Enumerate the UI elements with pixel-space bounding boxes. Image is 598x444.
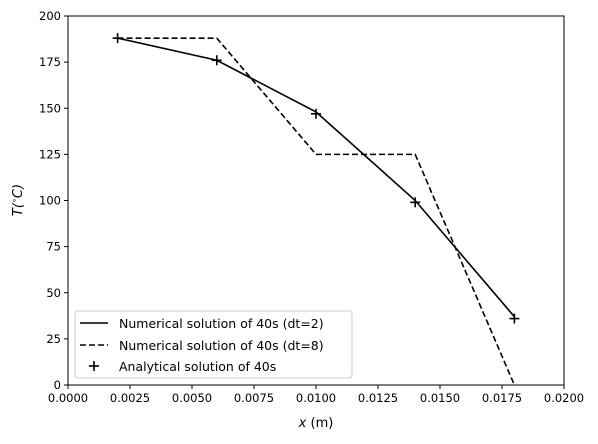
y-axis-label: T(∘C) xyxy=(10,184,26,216)
y-axis-label-sup: ∘ xyxy=(10,198,19,203)
y-tick-label: 175 xyxy=(39,55,61,69)
legend-box xyxy=(74,310,353,379)
y-tick-label: 125 xyxy=(39,147,61,161)
plot-frame xyxy=(67,15,565,386)
y-tick-label: 50 xyxy=(46,286,61,300)
legend-entry-dt8: Numerical solution of 40s (dt=8) xyxy=(80,338,324,353)
analytical-point-marker xyxy=(311,108,321,119)
analytical-point-marker xyxy=(112,33,123,44)
y-tick-label: 200 xyxy=(39,9,61,23)
analytical-point-marker xyxy=(211,55,222,66)
series-line-dt2 xyxy=(117,37,516,318)
x-tick-label: 0.0075 xyxy=(234,391,274,405)
legend-entry-analytical: Analytical solution of 40s xyxy=(89,359,276,374)
x-tick-label: 0.0050 xyxy=(172,391,212,405)
y-tick-label: 0 xyxy=(54,378,61,392)
markers-layer xyxy=(112,33,520,324)
x-tick-label: 0.0150 xyxy=(420,391,460,405)
y-tick-label: 75 xyxy=(46,240,61,254)
y-axis-label-rest: C) xyxy=(11,184,26,198)
y-tick-label: 100 xyxy=(39,194,61,208)
analytical-point-marker xyxy=(410,197,421,208)
series-line-dt8 xyxy=(117,37,516,385)
y-tick-label: 25 xyxy=(46,332,61,346)
x-tick-label: 0.0000 xyxy=(48,391,88,405)
x-tick-label: 0.0025 xyxy=(110,391,150,405)
x-tick-label: 0.0100 xyxy=(296,391,336,405)
x-axis-label-unit: (m) xyxy=(306,416,333,431)
x-axis-label-main: x xyxy=(298,416,307,431)
x-tick-label: 0.0125 xyxy=(358,391,398,405)
legend-label-dt8: Numerical solution of 40s (dt=8) xyxy=(119,338,324,353)
legend-entry-dt2: Numerical solution of 40s (dt=2) xyxy=(80,316,324,331)
axis-ticks: 0.0000 0.0025 0.0050 0.0075 0.0100 0.0125 0.01… xyxy=(39,9,584,405)
y-axis-label-main: T( xyxy=(11,202,26,216)
legend-label-analytical: Analytical solution of 40s xyxy=(119,359,276,374)
y-tick-label: 150 xyxy=(39,101,61,115)
legend-label-dt2: Numerical solution of 40s (dt=2) xyxy=(119,316,324,331)
x-tick-label: 0.0200 xyxy=(544,391,584,405)
x-tick-label: 0.0175 xyxy=(482,391,522,405)
legend: Numerical solution of 40s (dt=2) Numeric… xyxy=(74,310,353,379)
x-axis-label: x (m) xyxy=(298,416,334,431)
legend-swatch-plus-marker xyxy=(89,361,99,371)
analytical-point-marker xyxy=(509,313,520,324)
